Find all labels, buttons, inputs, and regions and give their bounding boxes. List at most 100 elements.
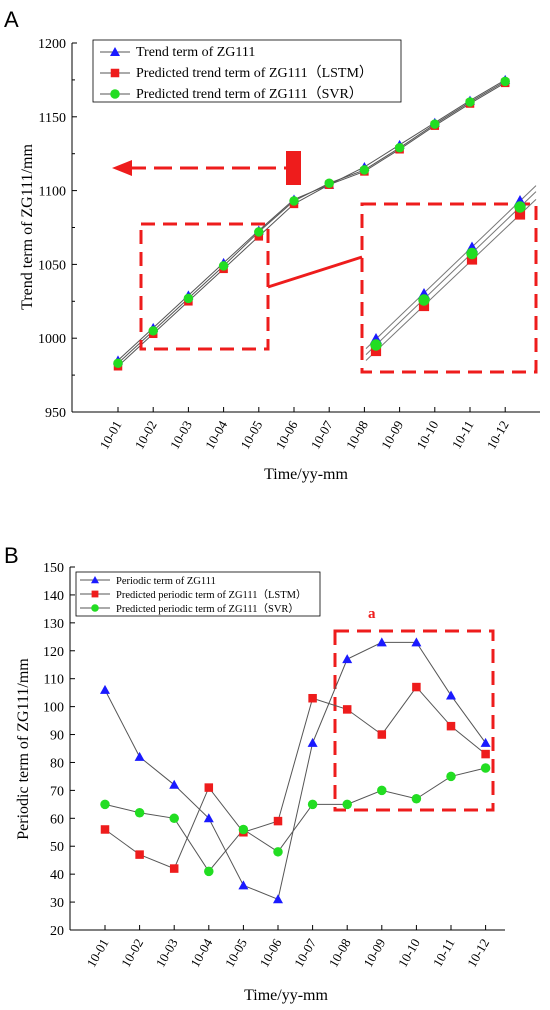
data-point-square [100, 825, 110, 834]
x-tick-label: 10-08 [326, 936, 354, 970]
x-tick-label: 10-08 [343, 418, 371, 452]
panel-label-a: A [4, 7, 19, 32]
y-tick-label: 110 [44, 673, 64, 688]
x-tick-label: 10-04 [187, 936, 215, 970]
y-tick-label: 20 [50, 924, 64, 939]
y-tick-label: 140 [43, 589, 64, 604]
data-point-square [377, 730, 387, 739]
panel-a-arrow-block [286, 151, 301, 185]
data-point-circle [273, 847, 283, 857]
data-point-triangle [446, 690, 456, 700]
data-point-triangle [307, 737, 318, 747]
panel-b-legend: Periodic term of ZG111 Predicted periodic… [75, 571, 321, 617]
data-point-triangle [134, 751, 145, 761]
panel-a-x-title: Time/yy-mm [264, 466, 348, 483]
data-point-circle [480, 763, 491, 773]
series-line [104, 641, 487, 900]
panel-b-y-title: Periodic term of ZG111/mm [15, 658, 32, 840]
y-tick-label: 1000 [38, 332, 66, 347]
y-tick-label: 100 [43, 701, 64, 716]
panel-a-y-title: Trend term of ZG111/mm [19, 144, 36, 310]
data-point-circle [169, 813, 179, 824]
x-tick-label: 10-11 [430, 936, 458, 969]
panel-a-arrow-head [112, 160, 132, 176]
data-point-square [169, 864, 179, 873]
legend-marker-triangle [91, 576, 99, 584]
y-tick-label: 1150 [39, 111, 66, 126]
y-tick-label: 130 [43, 617, 64, 632]
data-point-circle [342, 799, 352, 810]
panel-b-chart: 20 30 40 50 60 70 80 90 100 110 120 130 140 150 10-01… [15, 561, 505, 1004]
data-point-circle [148, 326, 158, 336]
panel-a-legend: Trend term of ZG111 Predicted trend term … [92, 39, 402, 103]
panel-b-highlight-box [333, 629, 495, 812]
x-tick-label: 10-01 [96, 418, 124, 452]
x-tick-label: 10-02 [118, 936, 146, 970]
data-point-circle [377, 785, 387, 796]
data-point-circle [359, 165, 370, 175]
inset-point-circle [514, 201, 526, 213]
legend-label: Predicted periodic term of ZG111（SVR） [116, 603, 299, 615]
data-point-circle [394, 143, 405, 153]
y-tick-label: 1200 [38, 37, 66, 52]
x-tick-label: 10-12 [484, 418, 512, 452]
data-point-circle [238, 824, 249, 835]
data-point-triangle [203, 813, 214, 823]
data-point-triangle [273, 894, 283, 904]
x-tick-label: 10-09 [378, 418, 406, 452]
inset-point-circle [370, 339, 382, 351]
series-line [117, 80, 506, 364]
inset-line [365, 198, 537, 361]
x-tick-label: 10-10 [413, 418, 441, 452]
legend-marker-circle [110, 89, 120, 99]
data-point-triangle [411, 637, 422, 647]
x-tick-label: 10-01 [83, 936, 111, 970]
y-tick-label: 40 [50, 868, 64, 883]
series-line [117, 79, 506, 361]
panel-b-x-title: Time/yy-mm [244, 987, 328, 1004]
data-point-triangle [169, 779, 180, 789]
panel-b-legend-box [75, 571, 321, 617]
legend-label: Predicted trend term of ZG111（SVR） [136, 86, 363, 102]
data-point-circle [500, 76, 510, 87]
data-point-square [342, 705, 352, 714]
y-tick-label: 30 [50, 896, 64, 911]
data-point-circle [307, 799, 318, 810]
series-line [104, 767, 486, 873]
x-tick-label: 10-03 [167, 418, 195, 452]
legend-marker-circle [91, 604, 99, 612]
data-point-square [273, 816, 283, 826]
x-tick-label: 10-05 [237, 418, 265, 452]
y-tick-label: 90 [50, 729, 64, 744]
data-point-triangle [342, 654, 353, 664]
data-point-circle [465, 97, 475, 107]
y-tick-label: 950 [45, 406, 66, 421]
x-tick-label: 10-04 [202, 418, 230, 452]
data-point-circle [134, 807, 145, 818]
y-tick-label: 120 [43, 645, 64, 660]
legend-marker-triangle [110, 47, 120, 56]
data-point-square [204, 783, 214, 792]
x-tick-label: 10-11 [449, 418, 477, 451]
x-tick-label: 10-05 [222, 936, 250, 970]
data-point-circle [254, 227, 264, 237]
inset-line [365, 185, 537, 349]
x-tick-label: 10-07 [308, 418, 336, 452]
x-tick-label: 10-07 [291, 936, 319, 970]
data-point-circle [446, 771, 456, 782]
y-tick-label: 80 [50, 756, 64, 771]
data-point-circle [183, 293, 194, 304]
inset-point-circle [466, 247, 478, 260]
inset-line [365, 191, 537, 355]
legend-label: Predicted periodic term of ZG111（LSTM） [116, 589, 307, 601]
legend-marker-square [91, 590, 99, 598]
y-tick-label: 60 [50, 812, 64, 827]
data-point-square [412, 682, 421, 692]
x-tick-label: 10-09 [360, 936, 388, 970]
inset-point-square [370, 345, 382, 357]
panel-a-legend-box [92, 39, 402, 103]
data-point-circle [113, 358, 123, 369]
panel-a-zoom-connector [267, 255, 363, 289]
inset-point-square [466, 254, 478, 265]
series-line [117, 82, 506, 367]
